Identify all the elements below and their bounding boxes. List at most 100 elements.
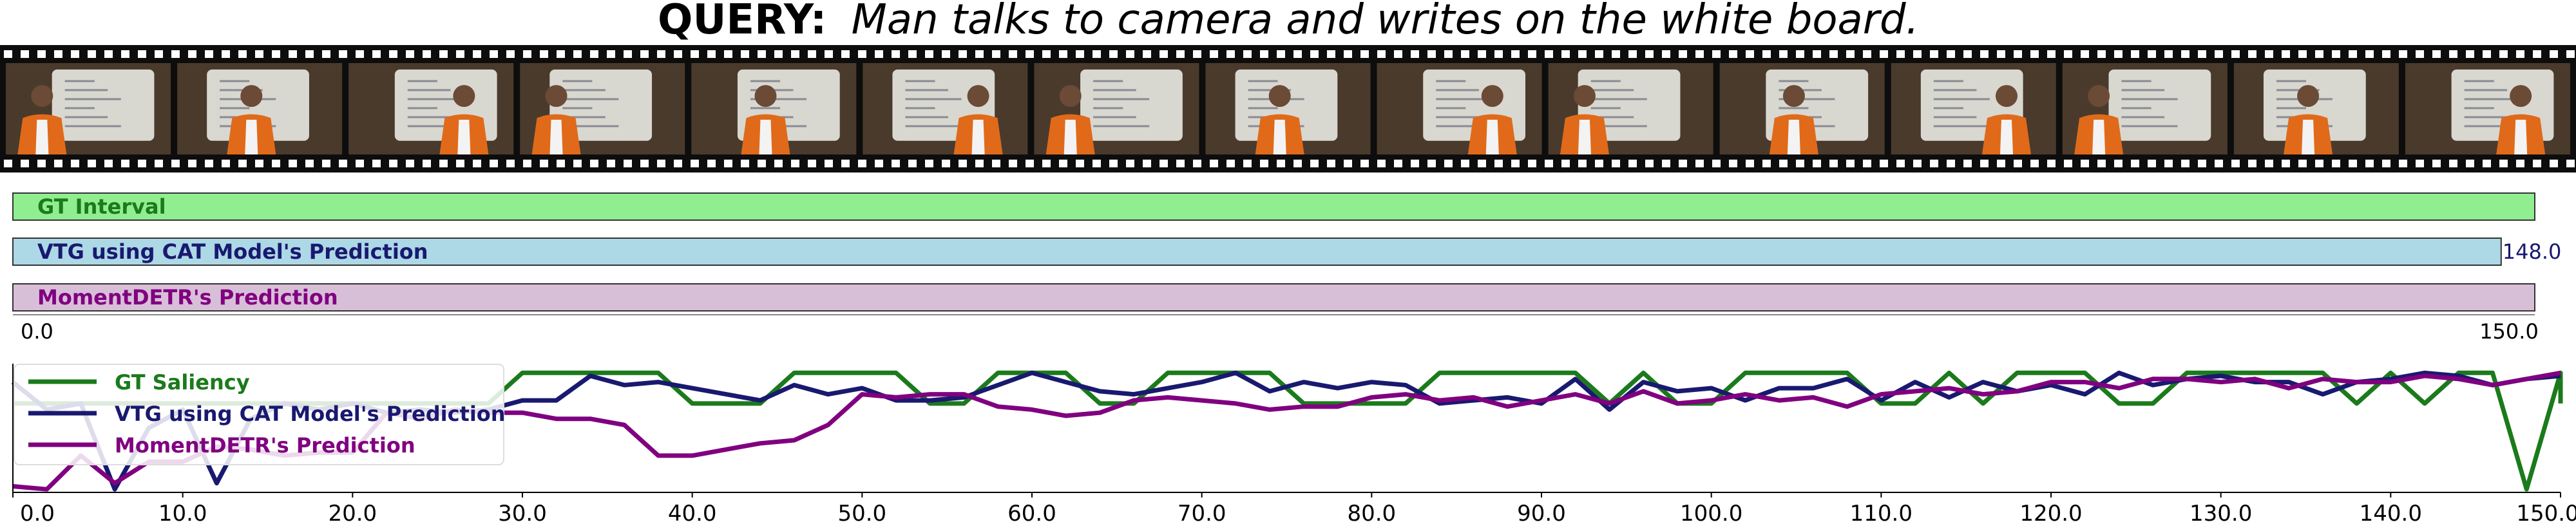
sprocket-hole (858, 50, 866, 58)
sprocket-hole (439, 50, 448, 58)
sprocket-hole (557, 160, 565, 167)
sprocket-hole (774, 50, 783, 58)
sprocket-hole (724, 160, 732, 167)
sprocket-hole (758, 50, 766, 58)
sprocket-hole (1444, 160, 1453, 167)
sprocket-hole (2114, 160, 2123, 167)
sprocket-hole (1679, 160, 1687, 167)
sprocket-hole (1310, 160, 1319, 167)
sprocket-hole (1679, 50, 1687, 58)
sprocket-hole (1009, 160, 1017, 167)
saliency-line-chart: 0.0 10.0 20.0 30.0 40.0 50.0 60.0 70.0 80.0 90.0 1… (11, 364, 2576, 526)
sprocket-hole (456, 50, 464, 58)
interval-axis-end-label: 150.0 (2479, 319, 2539, 344)
sprocket-hole (2516, 50, 2524, 58)
video-frame (1719, 63, 1885, 154)
sprocket-hole (1360, 50, 1369, 58)
legend-label: MomentDETR's Prediction (115, 433, 415, 458)
sprocket-hole (2131, 160, 2139, 167)
legend-label: GT Saliency (115, 370, 250, 395)
sprocket-hole (339, 50, 347, 58)
sprocket-hole (406, 50, 414, 58)
sprocket-hole (2265, 50, 2273, 58)
sprocket-hole (590, 50, 598, 58)
sprocket-hole (2550, 50, 2558, 58)
sprocket-hole (54, 50, 62, 58)
sprocket-hole (255, 160, 263, 167)
sprocket-hole (1930, 50, 1938, 58)
sprocket-hole (1076, 50, 1084, 58)
sprocket-hole (138, 50, 146, 58)
sprocket-hole (1779, 50, 1788, 58)
sprocket-hole (1277, 160, 1285, 167)
sprocket-hole (54, 160, 62, 167)
video-filmstrip (0, 45, 2576, 172)
sprocket-hole (825, 50, 833, 58)
sprocket-hole (892, 50, 900, 58)
sprocket-hole (1913, 160, 1922, 167)
sprocket-hole (205, 160, 213, 167)
sprocket-hole (1578, 50, 1587, 58)
query-prefix: QUERY: (658, 0, 826, 44)
sprocket-hole (2566, 160, 2575, 167)
sprocket-hole (1344, 160, 1352, 167)
x-tick-label: 130.0 (2190, 501, 2252, 526)
sprocket-hole (2081, 50, 2089, 58)
video-frame (1548, 63, 1713, 154)
video-frame (1891, 63, 2056, 154)
sprocket-hole (1226, 50, 1235, 58)
sprocket-hole (959, 160, 967, 167)
sprocket-hole (88, 160, 96, 167)
sprocket-hole (1059, 50, 1067, 58)
sprocket-hole (2030, 160, 2039, 167)
sprocket-hole (1260, 50, 1268, 58)
sprocket-hole (188, 50, 196, 58)
sprocket-hole (1444, 50, 1453, 58)
x-tick-label: 30.0 (498, 501, 547, 526)
sprocket-hole (2148, 50, 2156, 58)
sprocket-hole (2449, 160, 2457, 167)
sprocket-hole (490, 160, 498, 167)
sprocket-hole (1092, 50, 1101, 58)
sprocket-hole (1427, 160, 1436, 167)
interval-axis-start-label: 0.0 (21, 319, 53, 344)
x-tick-label: 90.0 (1517, 501, 1566, 526)
sprocket-hole (255, 50, 263, 58)
sprocket-hole (21, 50, 29, 58)
sprocket-hole (1511, 160, 1520, 167)
sprocket-hole (205, 50, 213, 58)
sprocket-hole (624, 160, 632, 167)
sprocket-hole (104, 160, 113, 167)
sprocket-hole (356, 160, 364, 167)
sprocket-hole (2215, 50, 2223, 58)
x-tick-label: 40.0 (668, 501, 717, 526)
sprocket-hole (2298, 50, 2307, 58)
sprocket-hole (389, 160, 397, 167)
sprocket-hole (1494, 50, 1503, 58)
sprocket-hole (523, 50, 531, 58)
sprocket-hole (1913, 50, 1922, 58)
sprocket-hole (37, 50, 46, 58)
sprocket-hole (490, 50, 498, 58)
x-tick-label: 0.0 (20, 501, 55, 526)
sprocket-hole (2131, 50, 2139, 58)
sprocket-hole (1863, 160, 1871, 167)
video-frame (1205, 63, 1371, 154)
sprocket-hole (21, 160, 29, 167)
sprocket-hole (272, 160, 280, 167)
sprocket-hole (1712, 50, 1721, 58)
sprocket-hole (121, 160, 129, 167)
legend-box (14, 364, 504, 465)
sprocket-hole (1695, 50, 1704, 58)
sprocket-hole (2416, 160, 2424, 167)
sprocket-hole (2097, 50, 2106, 58)
sprocket-hole (1829, 50, 1838, 58)
sprocket-hole (1427, 50, 1436, 58)
sprocket-hole (1746, 50, 1754, 58)
interval-bar-label: MomentDETR's Prediction (37, 285, 338, 310)
sprocket-hole (925, 160, 933, 167)
sprocket-hole (439, 160, 448, 167)
sprocket-hole (1009, 50, 1017, 58)
sprocket-hole (1997, 160, 2005, 167)
